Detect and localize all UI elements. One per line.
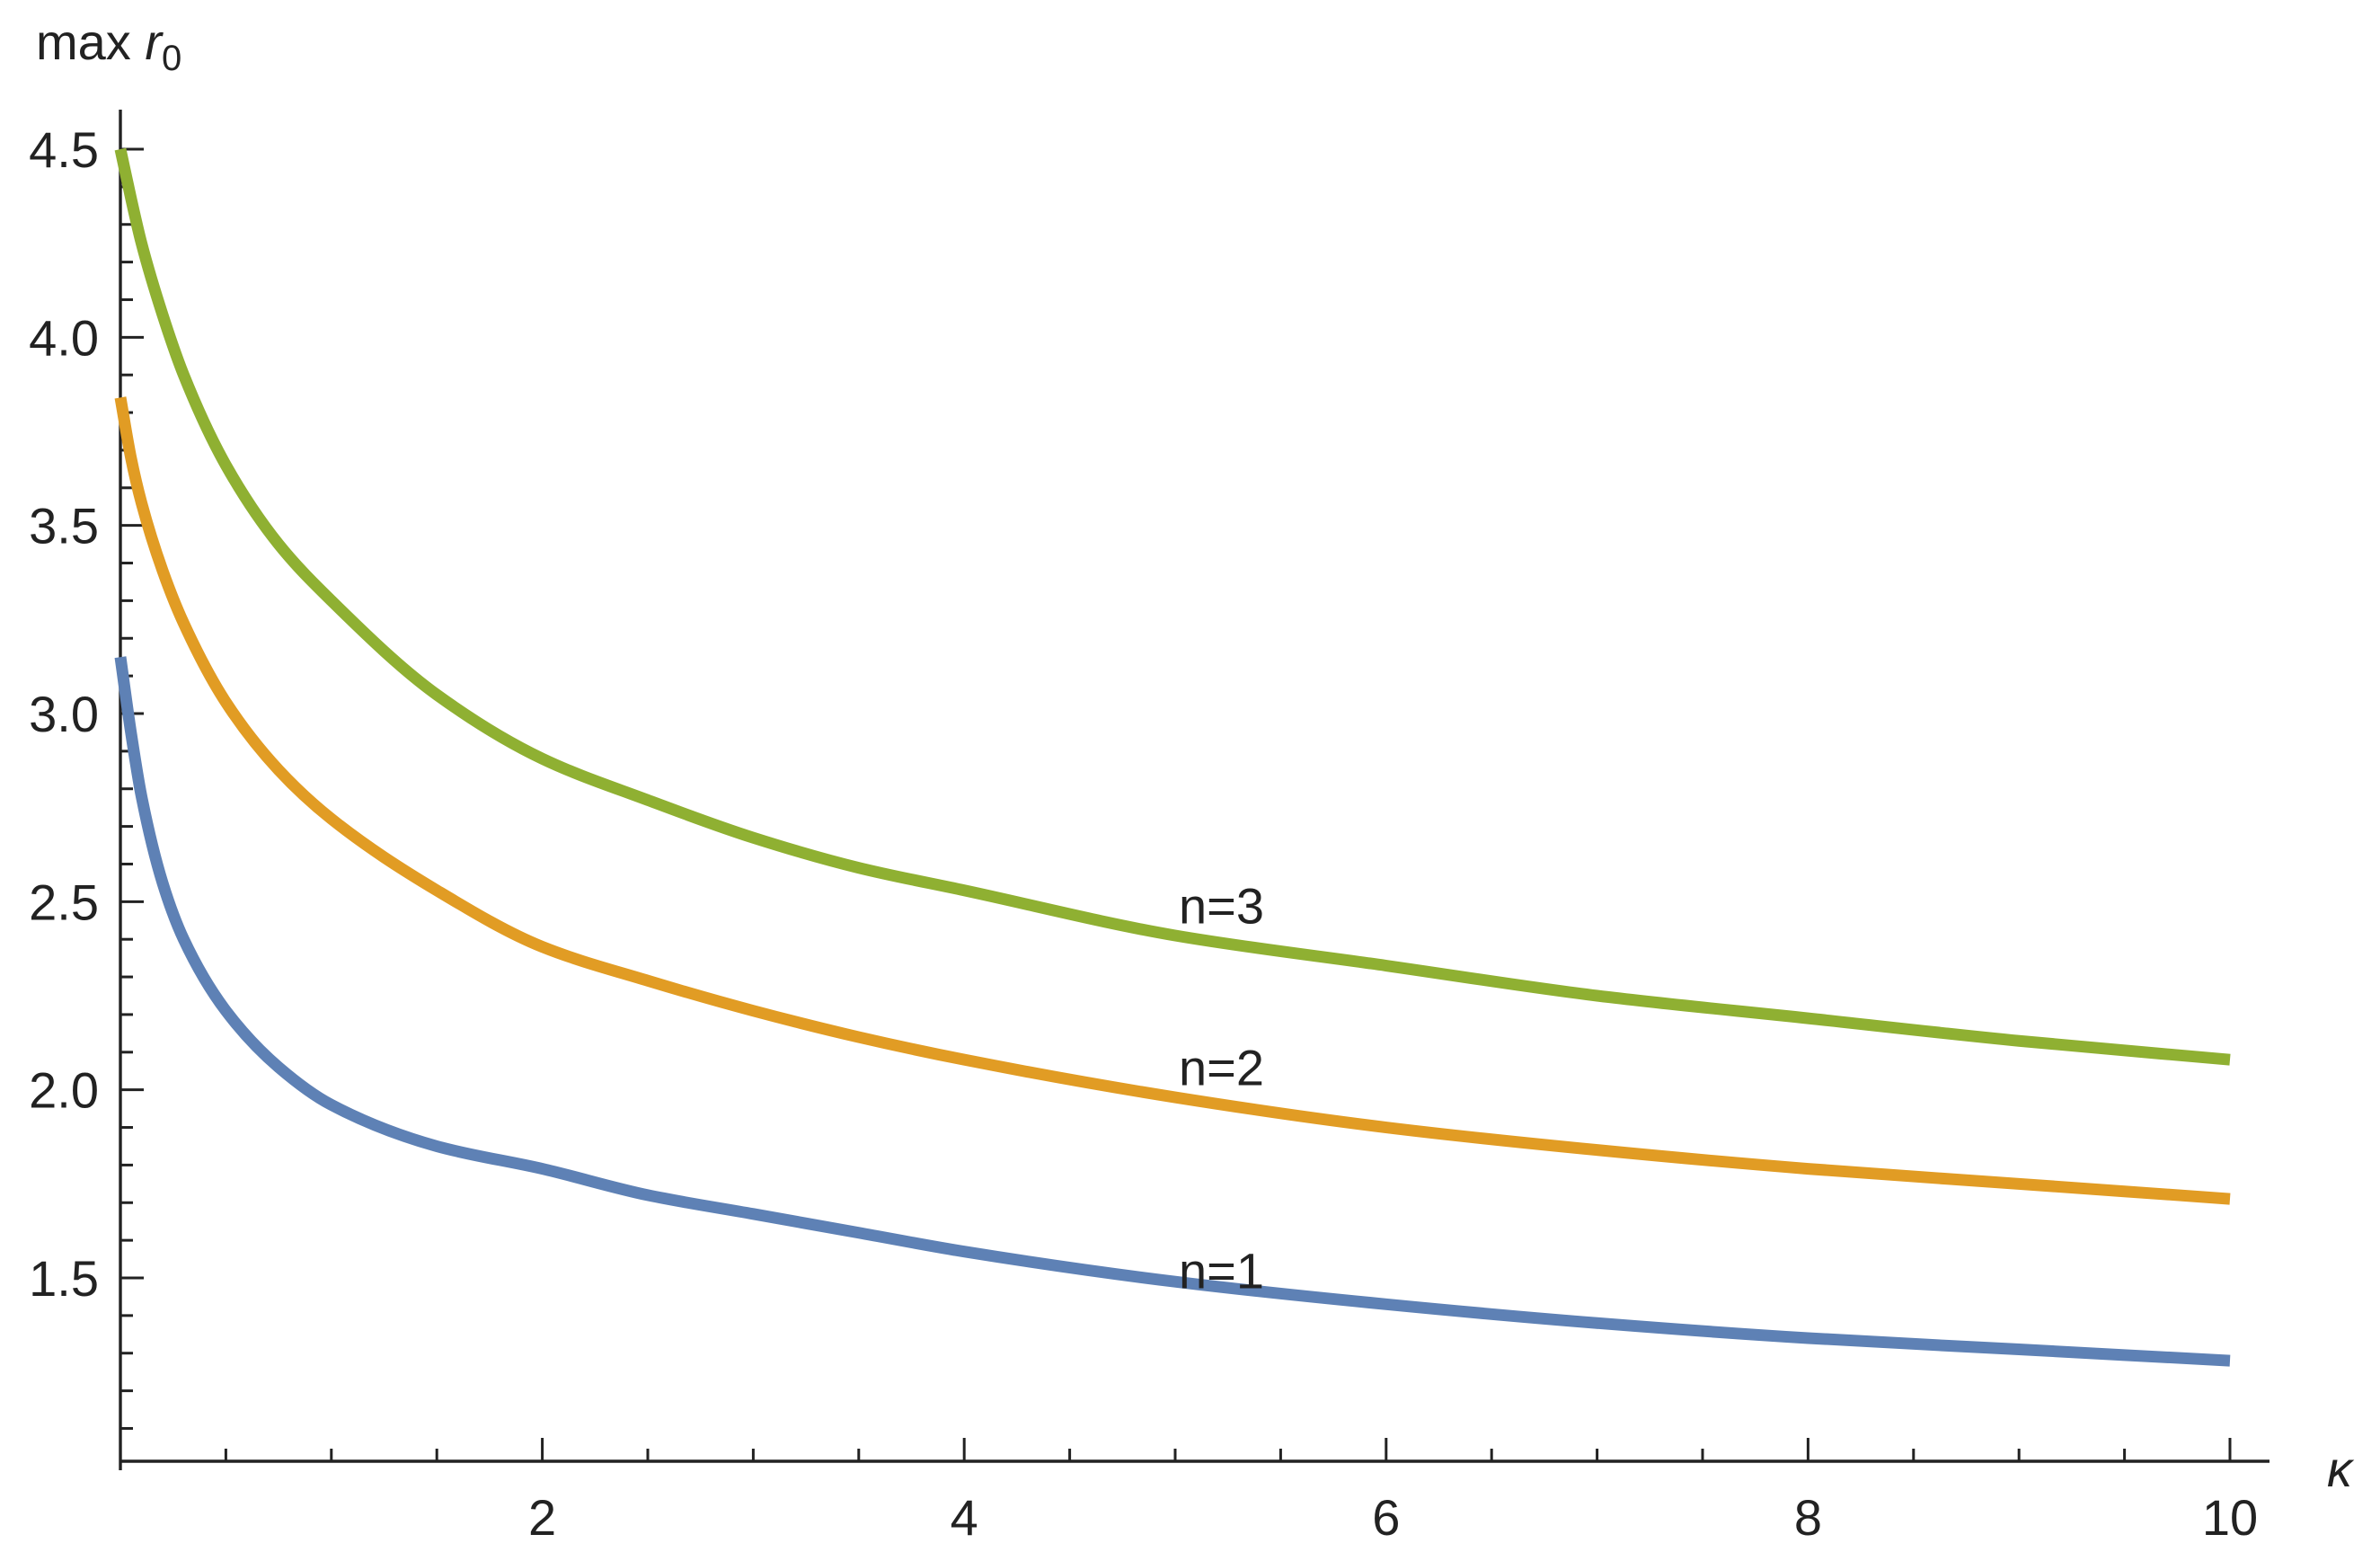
series-line-2 (114, 396, 2231, 1205)
series-label-2: n=2 (1179, 1040, 1264, 1096)
y-axis-title-var: r (145, 13, 164, 70)
labels: n=1 n=2 n=3 (1179, 878, 1264, 1299)
x-tick-label: 10 (2202, 1489, 2258, 1546)
ticks: 2 4 6 8 10 1.5 2.0 2.5 3.0 3.5 4.0 4.5 (29, 121, 2258, 1546)
y-tick-label: 4.0 (29, 309, 99, 366)
series-label-1: n=1 (1179, 1243, 1264, 1299)
y-axis-title-sub: 0 (162, 39, 181, 78)
series-label-3: n=3 (1179, 878, 1264, 935)
series-line-1 (114, 656, 2231, 1367)
x-tick-label: 8 (1794, 1489, 1822, 1546)
y-tick-label: 3.0 (29, 686, 99, 742)
y-tick-label: 3.5 (29, 498, 99, 554)
x-tick-label: 6 (1372, 1489, 1400, 1546)
x-axis-title: κ (2327, 1441, 2355, 1497)
y-tick-label: 4.5 (29, 121, 99, 178)
y-tick-label: 2.0 (29, 1062, 99, 1119)
y-tick-label: 1.5 (29, 1250, 99, 1307)
curves (114, 147, 2231, 1367)
x-tick-label: 2 (528, 1489, 556, 1546)
x-tick-label: 4 (951, 1489, 978, 1546)
y-axis-title-prefix: max (36, 13, 145, 70)
y-tick-label: 2.5 (29, 874, 99, 930)
y-axis-title: max r0 (36, 13, 181, 78)
series-line-3 (114, 147, 2231, 1066)
